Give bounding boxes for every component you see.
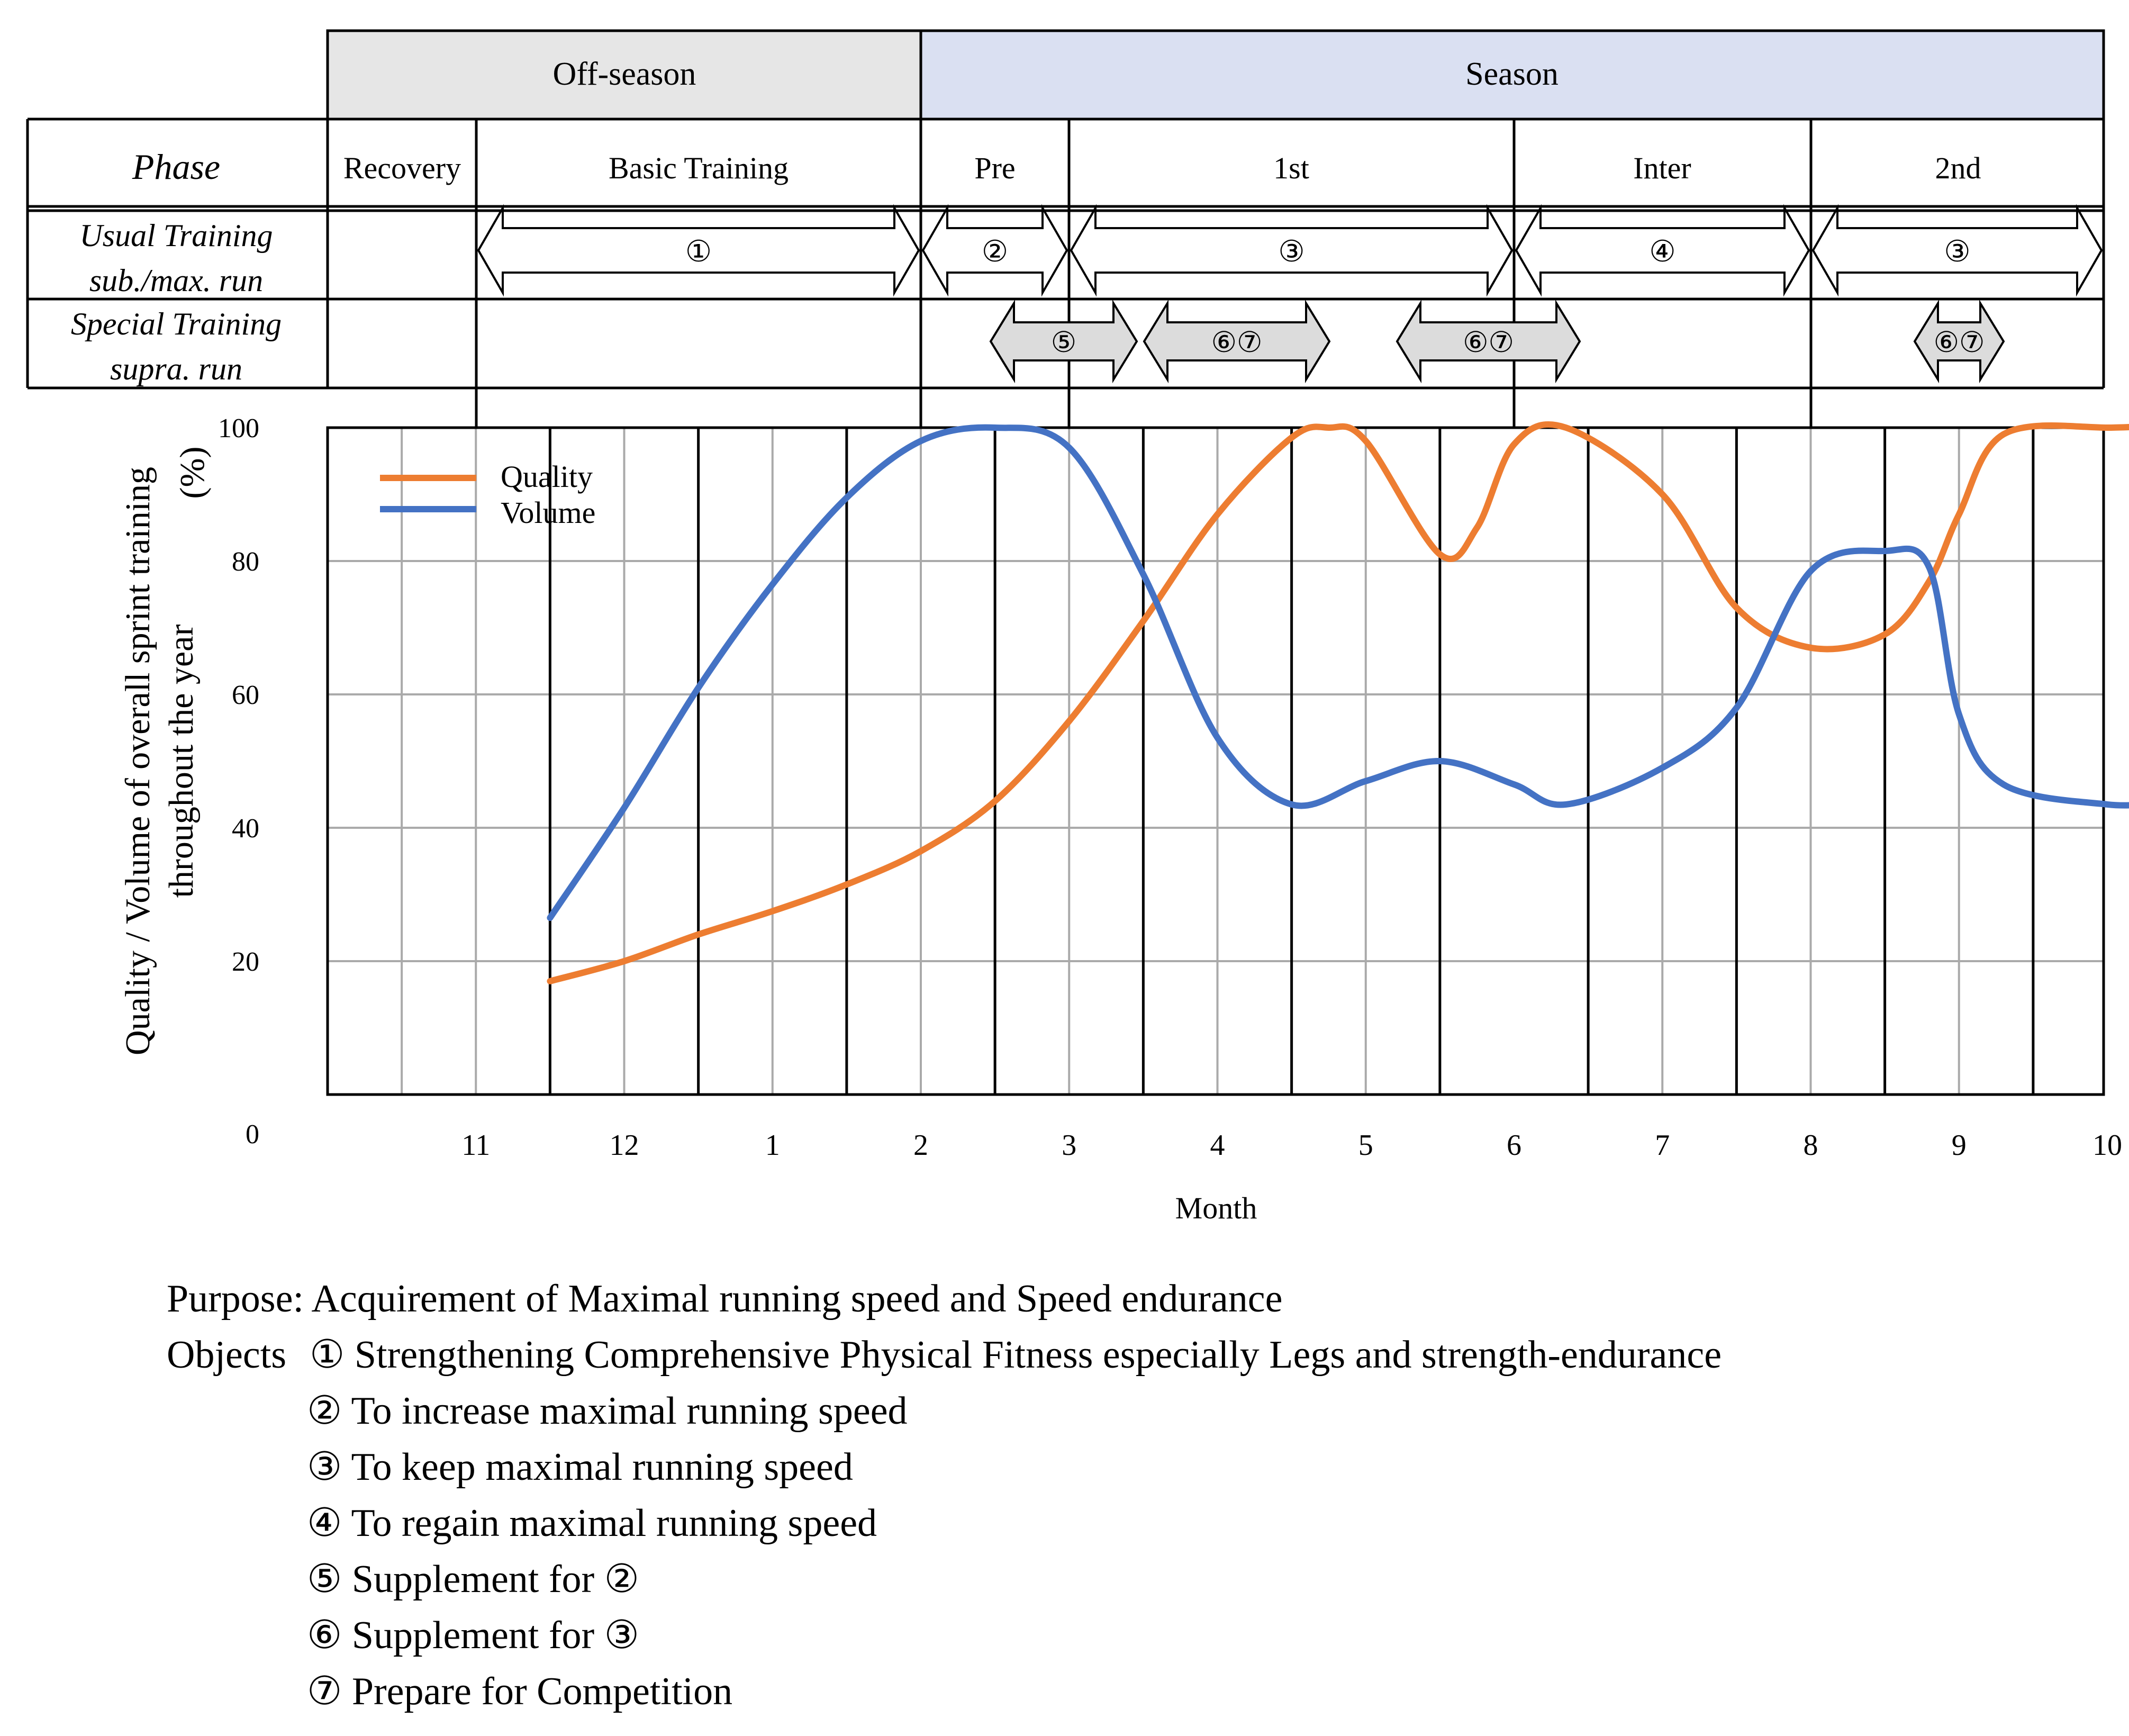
usual-training-arrow-label: ② [982, 236, 1008, 268]
phase-2nd: 2nd [1935, 151, 1981, 185]
y-tick-label: 0 [246, 1119, 259, 1150]
usual-training-arrow [1070, 204, 1514, 297]
phase-1st: 1st [1273, 151, 1309, 185]
volume-series-line [547, 424, 2129, 921]
objects-prefix: Objects [167, 1333, 286, 1377]
object-item: ⑦ Prepare for Competition [307, 1670, 732, 1713]
special-training-arrow [1913, 299, 2005, 384]
season-cell [919, 29, 2105, 121]
plot-frame [326, 426, 2105, 1096]
usual-training-arrow-label: ① [685, 236, 712, 268]
object-item: ③ To keep maximal running speed [307, 1445, 853, 1489]
x-tick-label: 2 [913, 1129, 928, 1162]
usual-training-arrow [1515, 204, 1810, 297]
phase-recovery: Recovery [343, 151, 461, 185]
quality-series-line [547, 421, 2129, 984]
x-tick-label: 1 [765, 1129, 780, 1162]
legend-quality-label: Quality [501, 459, 593, 494]
special-training-arrow [1143, 299, 1331, 384]
x-axis-title: Month [1175, 1191, 1257, 1225]
usual-training-arrow-label: ③ [1944, 236, 1970, 268]
x-tick-label: 12 [610, 1129, 639, 1162]
y-tick-label: 40 [232, 813, 259, 844]
usual-training-arrow [477, 204, 920, 297]
y-axis-title-line2: throughout the year [162, 625, 201, 898]
y-tick-label: 20 [232, 947, 259, 977]
special-training-arrow-label: ⑥⑦ [1211, 327, 1263, 358]
y-axis-title: Quality / Volume of overall sprint train… [119, 467, 201, 1055]
object-item: ⑥ Supplement for ③ [307, 1614, 639, 1657]
object-item: ① Strengthening Comprehensive Physical F… [310, 1333, 1722, 1377]
phase-pre: Pre [974, 151, 1015, 185]
offseason-cell [326, 29, 922, 121]
y-axis-title-line3: (%) [173, 447, 212, 499]
legend: Quality Volume [380, 459, 595, 530]
minor-gridlines [401, 428, 2034, 1095]
object-item: ④ To regain maximal running speed [307, 1502, 877, 1545]
x-tick-label: 11 [461, 1129, 490, 1162]
phase-inter: Inter [1633, 151, 1691, 185]
x-tick-label: 3 [1062, 1129, 1076, 1162]
special-training-label: Special Training [71, 306, 282, 341]
objects-list: ① Strengthening Comprehensive Physical F… [307, 1333, 1722, 1713]
usual-training-arrow-label: ④ [1649, 236, 1675, 268]
usual-training-label: Usual Training [79, 218, 273, 253]
usual-training-arrow [1811, 204, 2103, 297]
object-item: ② To increase maximal running speed [307, 1389, 908, 1433]
table-grid [26, 117, 2105, 428]
y-tick-label: 60 [232, 680, 259, 710]
season-label: Season [1465, 56, 1559, 92]
special-training-arrow [1396, 299, 1581, 384]
horizontal-gridlines [328, 560, 2104, 962]
usual-training-arrows: ① ② ③ ④ ③ [477, 204, 2103, 297]
legend-volume-label: Volume [501, 495, 595, 530]
object-item: ⑤ Supplement for ② [307, 1558, 639, 1601]
series-lines [547, 421, 2129, 984]
x-tick-label: 4 [1210, 1129, 1225, 1162]
x-tick-labels: 11 12 1 2 3 4 5 6 7 8 9 10 [461, 1129, 2122, 1162]
x-tick-label: 9 [1952, 1129, 1967, 1162]
special-training-arrow [989, 299, 1138, 384]
x-tick-label: 6 [1507, 1129, 1521, 1162]
special-training-arrows: ⑤ ⑥⑦ ⑥⑦ ⑥⑦ [989, 299, 2005, 384]
usual-training-arrow [921, 204, 1068, 297]
special-training-arrow-label: ⑥⑦ [1934, 327, 1985, 358]
phase-row-label: Phase [132, 147, 220, 187]
header-table: Off-season Season Phase Usual Training s… [26, 29, 2105, 428]
x-tick-label: 7 [1655, 1129, 1670, 1162]
usual-training-sublabel: sub./max. run [89, 263, 263, 298]
phase-basic-training: Basic Training [609, 151, 789, 185]
special-training-arrow-label: ⑥⑦ [1463, 327, 1514, 358]
major-gridlines [548, 428, 2035, 1095]
offseason-label: Off-season [553, 56, 696, 92]
x-tick-label: 5 [1358, 1129, 1373, 1162]
special-training-arrow-label: ⑤ [1051, 327, 1076, 358]
y-tick-label: 80 [232, 547, 259, 577]
y-tick-label: 100 [218, 413, 259, 444]
y-axis-title-line1: Quality / Volume of overall sprint train… [119, 467, 157, 1055]
y-tick-labels: 0 20 40 60 80 100 [218, 413, 259, 1150]
usual-training-arrow-label: ③ [1278, 236, 1304, 268]
notes: Purpose: Acquirement of Maximal running … [167, 1277, 1722, 1713]
purpose-text: Purpose: Acquirement of Maximal running … [167, 1277, 1282, 1321]
special-training-sublabel: supra. run [110, 351, 242, 386]
x-tick-label: 10 [2092, 1129, 2122, 1162]
x-tick-label: 8 [1804, 1129, 1818, 1162]
